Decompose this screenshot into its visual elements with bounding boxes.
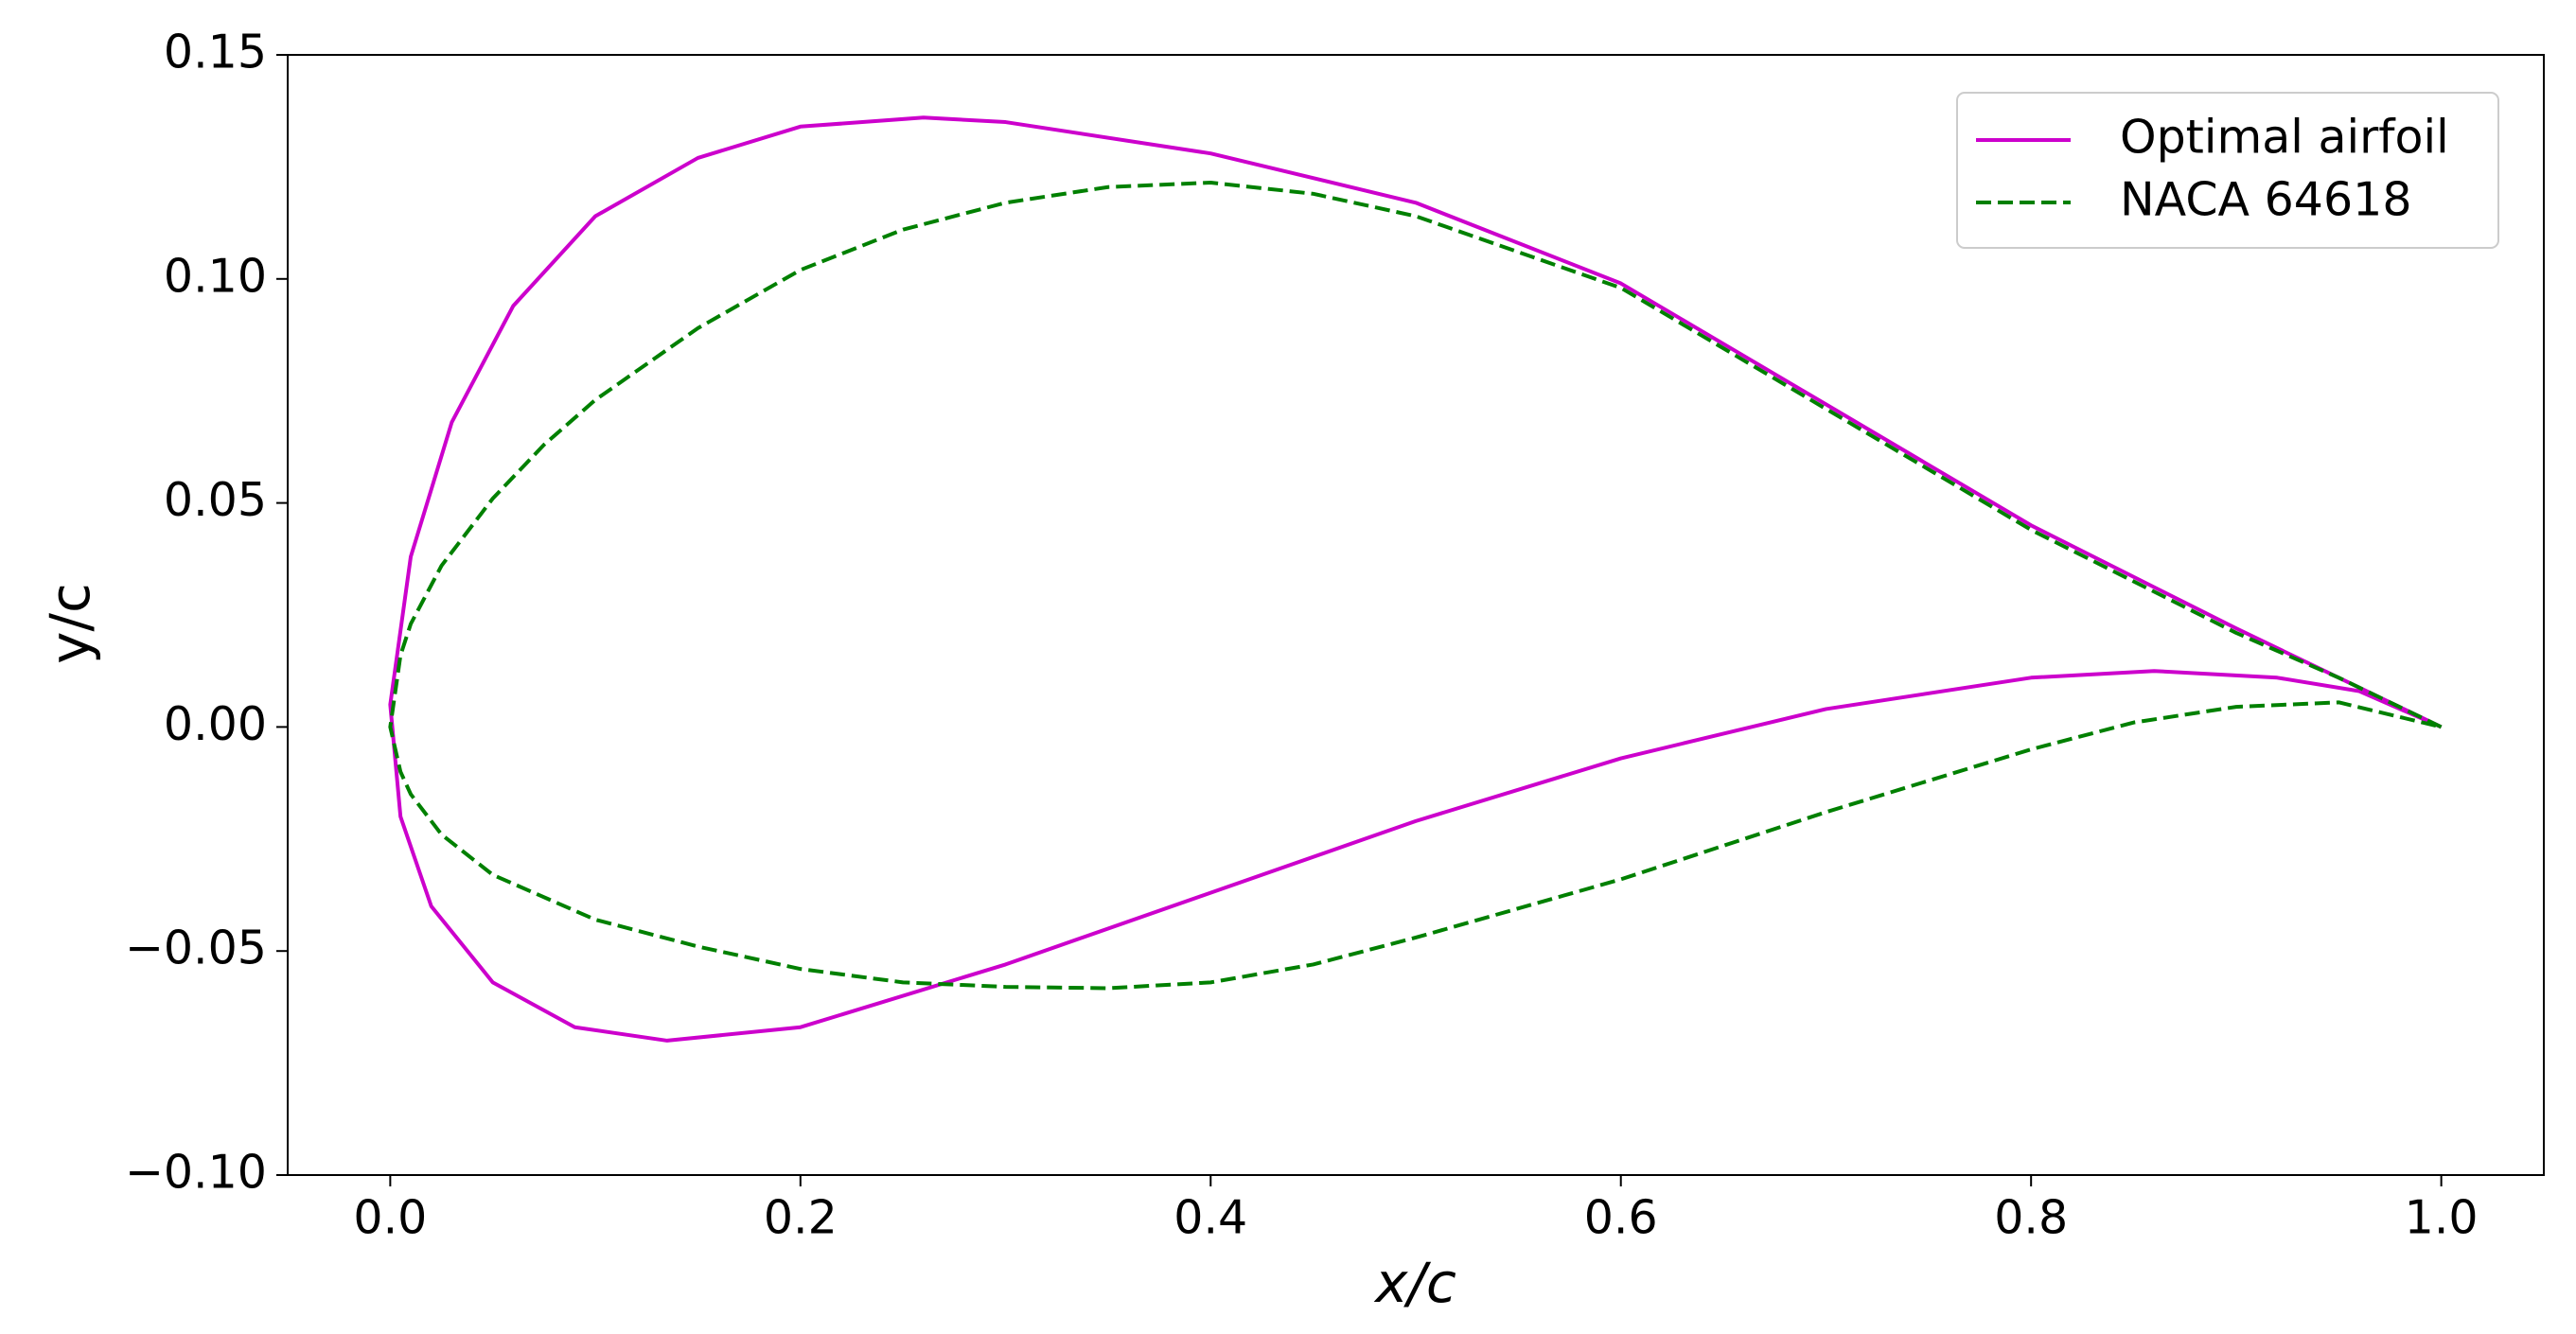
plot-frame — [287, 54, 2545, 1176]
legend-box — [1956, 92, 2499, 249]
x-tick-label: 1.0 — [2405, 1191, 2479, 1245]
y-axis-label: y/c — [38, 583, 102, 664]
x-axis-label: x/c — [1373, 1251, 1456, 1315]
legend-label: NACA 64618 — [2120, 173, 2412, 227]
y-tick-label: −0.10 — [125, 1146, 267, 1200]
y-tick-label: 0.00 — [164, 697, 267, 751]
x-tick-label: 0.6 — [1584, 1191, 1658, 1245]
x-tick-label: 0.2 — [764, 1191, 838, 1245]
series-line — [388, 180, 2443, 991]
series-line — [388, 115, 2443, 1043]
y-tick-label: −0.05 — [125, 922, 267, 975]
y-tick-label: 0.10 — [164, 249, 267, 303]
x-tick-label: 0.4 — [1173, 1191, 1247, 1245]
legend-label: Optimal airfoil — [2120, 111, 2449, 165]
x-tick-label: 0.8 — [1994, 1191, 2068, 1245]
y-tick-label: 0.05 — [164, 473, 267, 527]
x-tick-label: 0.0 — [353, 1191, 427, 1245]
y-tick-label: 0.15 — [164, 26, 267, 79]
